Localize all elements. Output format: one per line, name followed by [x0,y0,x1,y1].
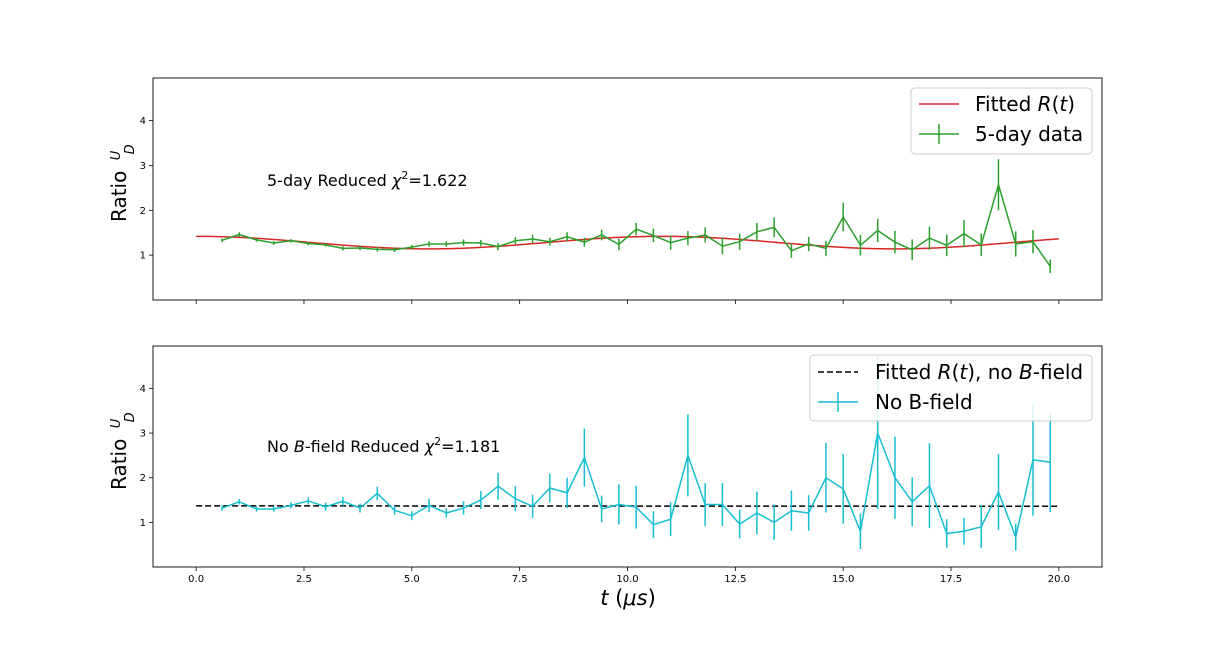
top-legend: Fitted R(t) 5-day data [910,87,1093,155]
bottom-y-tick-label: 1 [140,518,146,529]
top-legend-fit-label: Fitted R(t) [975,92,1075,116]
bottom-y-axis-ticks: 1 2 3 4 [140,384,153,529]
bottom-y-tick-label: 2 [140,473,146,484]
bottom-y-tick-label: 4 [140,384,146,395]
bottom-x-tick-label: 10.0 [616,574,638,585]
bottom-x-tick-label: 0.0 [188,574,204,585]
bottom-y-tick-label: 3 [140,429,146,440]
bottom-x-tick-label: 7.5 [512,574,528,585]
top-legend-data-label: 5-day data [975,122,1083,146]
bottom-panel: 1 2 3 4 0.0 2.5 5.0 7.5 10.0 12.5 15.0 17.5 20.0 Ra… [101,345,1103,610]
top-series-layer [196,159,1059,274]
bottom-legend-data-label: No B-field [875,390,973,414]
bottom-x-tick-label: 5.0 [404,574,420,585]
bottom-x-tick-label: 20.0 [1048,574,1070,585]
top-y-axis-ticks: 1 2 3 4 [140,116,153,262]
top-y-tick-label: 1 [140,251,146,262]
bottom-x-tick-label: 12.5 [724,574,746,585]
bottom-y-axis-label: Ratio U D [101,412,138,490]
top-y-tick-label: 3 [140,161,146,172]
bottom-x-axis-ticks: 0.0 2.5 5.0 7.5 10.0 12.5 15.0 17.5 20.0 [188,567,1070,585]
bottom-chi-squared-annotation: No B-field Reduced χ2=1.181 [267,435,500,456]
bottom-x-tick-label: 15.0 [832,574,854,585]
top-chi-squared-annotation: 5-day Reduced χ2=1.622 [267,169,468,190]
top-x-axis-ticks [195,300,1060,304]
top-y-tick-label: 2 [140,206,146,217]
top-y-tick-label: 4 [140,116,146,127]
bottom-legend: Fitted R(t), no B-field No B-field [809,354,1093,422]
bottom-legend-box [809,354,1093,422]
bottom-legend-fit-label: Fitted R(t), no B-field [875,360,1083,384]
x-axis-label: t (μs) [600,586,656,610]
top-y-axis-label: Ratio U D [101,144,138,222]
bottom-series-layer [196,357,1059,551]
top-panel: 1 2 3 4 Ratio U D 5-day Reduced χ2=1.622 Fi… [101,77,1103,304]
bottom-x-tick-label: 17.5 [940,574,962,585]
bottom-x-tick-label: 2.5 [296,574,312,585]
